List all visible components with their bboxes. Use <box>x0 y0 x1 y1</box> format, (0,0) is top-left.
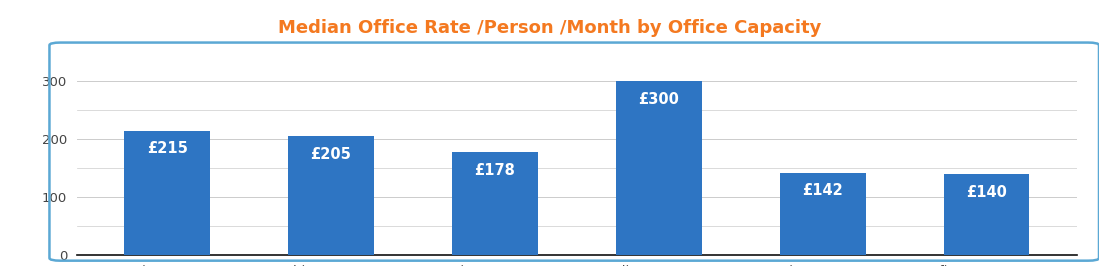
Text: £142: £142 <box>802 183 843 198</box>
Text: £178: £178 <box>475 163 515 177</box>
Bar <box>288 136 374 255</box>
Bar <box>617 81 701 255</box>
Text: Median Office Rate /Person /Month by Office Capacity: Median Office Rate /Person /Month by Off… <box>278 19 821 37</box>
Text: £140: £140 <box>966 185 1008 200</box>
Text: £205: £205 <box>311 147 352 162</box>
Bar <box>124 131 210 255</box>
Text: £300: £300 <box>639 92 679 107</box>
Bar <box>944 174 1030 255</box>
Text: £215: £215 <box>146 141 188 156</box>
Bar <box>453 152 537 255</box>
Bar <box>780 173 866 255</box>
